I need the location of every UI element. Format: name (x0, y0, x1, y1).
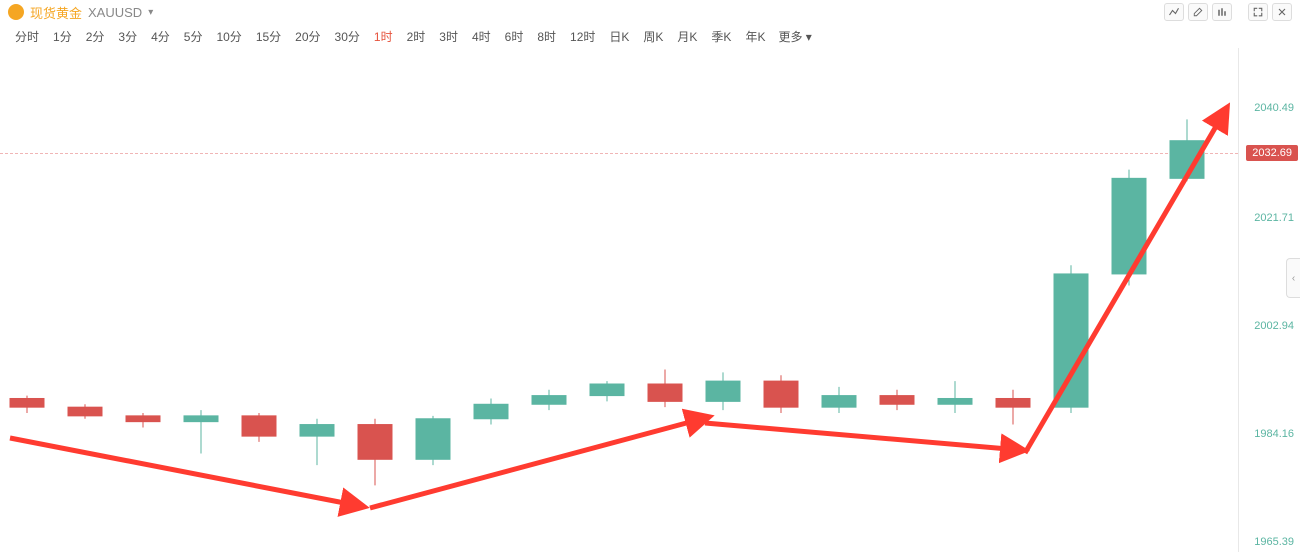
price-axis: 2032.69 2040.49 2021.71 2002.94 1984.16 1965… (1238, 48, 1300, 552)
timeframe-5分[interactable]: 5分 (177, 28, 210, 45)
candle (706, 381, 740, 401)
candle (242, 416, 276, 436)
price-axis-label: 1965.39 (1254, 536, 1294, 548)
timeframe-2时[interactable]: 2时 (400, 28, 433, 45)
indicator-button[interactable] (1164, 3, 1184, 21)
candle (300, 425, 334, 437)
timeframe-年K[interactable]: 年K (738, 28, 772, 45)
timeframe-20分[interactable]: 20分 (288, 28, 327, 45)
timeframe-月K[interactable]: 月K (670, 28, 704, 45)
candle (1112, 178, 1146, 274)
candle (1054, 274, 1088, 407)
candle (590, 384, 624, 396)
timeframe-周K[interactable]: 周K (636, 28, 670, 45)
chart-header: 现货黄金 XAUUSD ▾ (0, 0, 1300, 24)
candle (416, 419, 450, 460)
edit-button[interactable] (1188, 3, 1208, 21)
expand-panel-tab[interactable]: ‹ (1286, 258, 1300, 298)
header-tools (1164, 3, 1292, 21)
candle (938, 398, 972, 404)
candle (126, 416, 160, 422)
timeframe-10分[interactable]: 10分 (209, 28, 248, 45)
timeframe-1时[interactable]: 1时 (367, 28, 400, 45)
current-price-tag: 2032.69 (1246, 145, 1298, 161)
candle (474, 404, 508, 418)
timeframe-2分[interactable]: 2分 (79, 28, 112, 45)
instrument-symbol: XAUUSD (88, 5, 142, 20)
timeframe-季K[interactable]: 季K (704, 28, 738, 45)
current-price-value: 2032.69 (1252, 147, 1292, 159)
instrument-dropdown-icon[interactable]: ▾ (148, 7, 153, 18)
candle (532, 396, 566, 405)
candle (10, 398, 44, 407)
candle (822, 396, 856, 408)
timeframe-8时[interactable]: 8时 (530, 28, 563, 45)
header-left: 现货黄金 XAUUSD ▾ (8, 3, 1164, 22)
fullscreen-button[interactable] (1248, 3, 1268, 21)
candle (358, 425, 392, 460)
timeframe-15分[interactable]: 15分 (249, 28, 288, 45)
candle (764, 381, 798, 407)
timeframe-日K[interactable]: 日K (602, 28, 636, 45)
candlestick-svg (0, 48, 1238, 552)
close-button[interactable] (1272, 3, 1292, 21)
timeframe-3时[interactable]: 3时 (432, 28, 465, 45)
candle (184, 416, 218, 422)
candle (1170, 141, 1204, 179)
price-axis-label: 2021.71 (1254, 212, 1294, 224)
candle (648, 384, 682, 401)
candle (880, 396, 914, 405)
timeframe-12时[interactable]: 12时 (563, 28, 602, 45)
price-axis-label: 2002.94 (1254, 320, 1294, 332)
candle (68, 407, 102, 416)
compare-button[interactable] (1212, 3, 1232, 21)
timeframe-3分[interactable]: 3分 (111, 28, 144, 45)
timeframe-bar: 分时1分2分3分4分5分10分15分20分30分1时2时3时4时6时8时12时日… (0, 24, 1300, 48)
timeframe-more[interactable]: 更多 ▾ (772, 28, 817, 45)
chart-container: 2032.69 2040.49 2021.71 2002.94 1984.16 1965… (0, 48, 1300, 552)
timeframe-30分[interactable]: 30分 (328, 28, 367, 45)
timeframe-4分[interactable]: 4分 (144, 28, 177, 45)
price-axis-label: 2040.49 (1254, 102, 1294, 114)
price-axis-label: 1984.16 (1254, 428, 1294, 440)
timeframe-分时[interactable]: 分时 (8, 28, 46, 45)
timeframe-4时[interactable]: 4时 (465, 28, 498, 45)
timeframe-1分[interactable]: 1分 (46, 28, 79, 45)
instrument-icon (8, 4, 24, 20)
instrument-name: 现货黄金 (30, 3, 82, 22)
timeframe-6时[interactable]: 6时 (498, 28, 531, 45)
candle (996, 398, 1030, 407)
chart-area[interactable] (0, 48, 1238, 552)
